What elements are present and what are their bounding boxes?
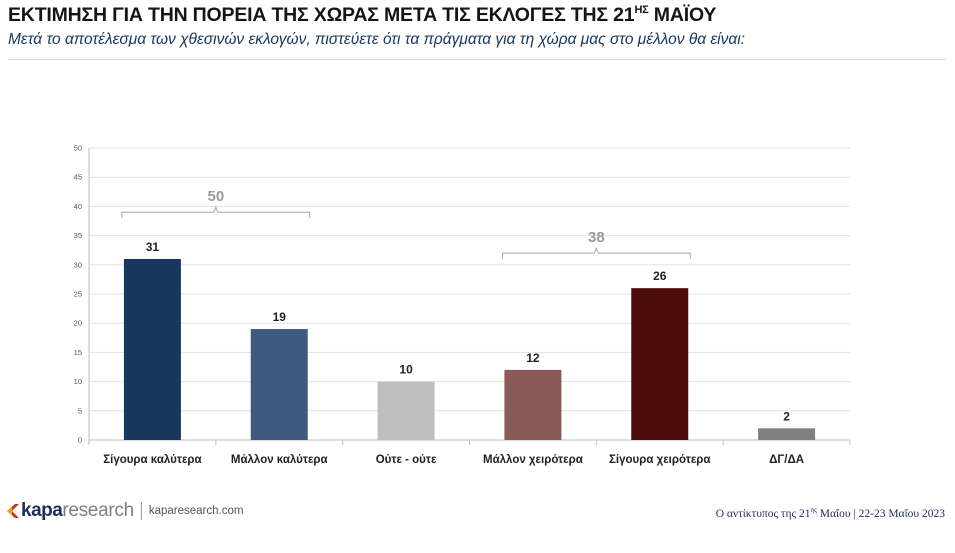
bar-chart: 0 5 10 15 20 25 30 35 40 45 50 31 Σίγουρα καλύτερα 19… — [74, 144, 851, 466]
logo-kapa: kapa — [21, 500, 63, 521]
bar — [758, 428, 816, 440]
category-label: Μάλλον καλύτερα — [231, 454, 328, 466]
y-tick-label: 25 — [74, 290, 82, 299]
group-sum-label: 50 — [207, 188, 224, 205]
data-label: 10 — [399, 363, 413, 377]
title-end: ΜΑΪΟΥ — [648, 4, 717, 26]
group-sum-label: 38 — [588, 229, 605, 246]
y-tick-label: 10 — [74, 377, 82, 386]
group-bracket — [121, 205, 311, 219]
survey-note: Ο αντίκτυπος της 21ης Μαΐου | 22-23 Μαΐο… — [716, 506, 945, 520]
y-tick-label: 0 — [78, 436, 82, 445]
data-label: 31 — [146, 240, 160, 254]
note-pre: Ο αντίκτυπος της 21 — [715, 507, 811, 520]
brand-footer: kapa research kaparesearch.com — [6, 500, 243, 522]
bar — [377, 381, 435, 440]
bar — [250, 329, 308, 440]
logo-research: research — [62, 500, 134, 521]
kapa-logo-icon — [7, 504, 19, 518]
title-superscript: ΗΣ — [634, 4, 649, 16]
y-tick-label: 15 — [74, 348, 82, 357]
data-label: 2 — [783, 409, 790, 423]
note-post: Μαΐου | 22-23 Μαΐου 2023 — [816, 507, 945, 520]
category-label: Μάλλον χειρότερα — [483, 454, 583, 466]
note-superscript: ης — [810, 506, 817, 514]
title-main: ΕΚΤΙΜΗΣΗ ΓΙΑ ΤΗΝ ΠΟΡΕΙΑ ΤΗΣ ΧΩΡΑΣ ΜΕΤΑ Τ… — [8, 4, 635, 26]
category-label: Σίγουρα χειρότερα — [609, 454, 710, 466]
category-label: Σίγουρα καλύτερα — [103, 454, 201, 466]
category-label: Ούτε - ούτε — [376, 454, 437, 466]
y-tick-label: 35 — [74, 231, 82, 240]
data-label: 12 — [526, 351, 540, 365]
category-label: ΔΓ/ΔΑ — [769, 454, 804, 466]
group-bracket — [501, 246, 691, 260]
header-divider — [8, 59, 946, 60]
website-link[interactable]: kaparesearch.com — [148, 505, 244, 517]
page-title: ΕΚΤΙΜΗΣΗ ΓΙΑ ΤΗΝ ΠΟΡΕΙΑ ΤΗΣ ΧΩΡΑΣ ΜΕΤΑ Τ… — [8, 4, 716, 27]
y-tick-label: 45 — [74, 173, 82, 182]
y-tick-label: 30 — [74, 260, 82, 269]
data-label: 26 — [653, 269, 667, 283]
bar — [504, 369, 562, 440]
data-label: 19 — [273, 310, 287, 324]
chart-question: Μετά το αποτέλεσμα των χθεσινών εκλογών,… — [8, 31, 745, 48]
bar — [631, 288, 689, 440]
bar — [123, 258, 181, 440]
y-tick-label: 5 — [78, 406, 82, 415]
footer-separator — [140, 502, 142, 520]
y-tick-label: 40 — [74, 202, 82, 211]
y-tick-label: 50 — [74, 144, 82, 153]
y-tick-label: 20 — [74, 319, 82, 328]
